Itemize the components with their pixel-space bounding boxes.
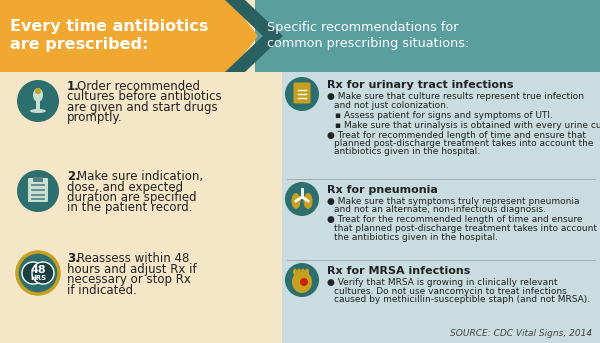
Text: and not just colonization.: and not just colonization. [334,100,449,109]
Text: planned post-discharge treatment takes into account the: planned post-discharge treatment takes i… [334,139,593,148]
Ellipse shape [304,193,313,209]
Text: promptly.: promptly. [67,111,122,125]
Ellipse shape [293,269,297,275]
Text: ● Treat for the recommended length of time and ensure: ● Treat for the recommended length of ti… [327,215,583,225]
Text: ● Make sure that culture results represent true infection: ● Make sure that culture results represe… [327,92,584,101]
Text: Every time antibiotics
are prescribed:: Every time antibiotics are prescribed: [10,20,208,52]
Text: ▪ Assess patient for signs and symptoms of UTI.: ▪ Assess patient for signs and symptoms … [335,110,553,119]
Bar [255,0,600,72]
Text: Rx for urinary tract infections: Rx for urinary tract infections [327,80,514,90]
Ellipse shape [292,271,312,293]
Text: ● Make sure that symptoms truly represent pneumonia: ● Make sure that symptoms truly represen… [327,197,580,206]
Text: caused by methicillin-susceptible staph (and not MRSA).: caused by methicillin-susceptible staph … [334,295,590,304]
FancyBboxPatch shape [293,83,311,104]
Text: 48: 48 [30,265,46,275]
Text: 1.: 1. [67,80,80,93]
Circle shape [35,88,41,94]
Bar [0,0,282,343]
Text: that planned post-discharge treatment takes into account: that planned post-discharge treatment ta… [334,224,597,233]
Circle shape [22,262,44,284]
Text: antibiotics given in the hospital.: antibiotics given in the hospital. [334,147,480,156]
Text: Order recommended: Order recommended [77,80,200,93]
Text: ● Treat for recommended length of time and ensure that: ● Treat for recommended length of time a… [327,130,586,140]
Bar [36,99,40,111]
Circle shape [285,77,319,111]
FancyBboxPatch shape [28,178,48,202]
Text: the antibiotics given in the hospital.: the antibiotics given in the hospital. [334,233,498,241]
Circle shape [17,80,59,122]
Text: hours and adjust Rx if: hours and adjust Rx if [67,262,197,275]
Circle shape [285,263,319,297]
Polygon shape [225,0,283,72]
Text: Make sure indication,: Make sure indication, [77,170,203,183]
Text: 3.: 3. [67,252,80,265]
Polygon shape [230,0,258,72]
Text: dose, and expected: dose, and expected [67,180,183,193]
Text: are given and start drugs: are given and start drugs [67,101,218,114]
Text: ● Verify that MRSA is growing in clinically relevant: ● Verify that MRSA is growing in clinica… [327,278,557,287]
Text: in the patient record.: in the patient record. [67,201,193,214]
Ellipse shape [301,269,305,275]
Bar [33,177,43,182]
Text: necessary or stop Rx: necessary or stop Rx [67,273,191,286]
Text: cultures before antibiotics: cultures before antibiotics [67,91,221,104]
Bar [282,0,600,343]
Text: HRS: HRS [30,275,46,281]
Ellipse shape [33,88,43,102]
Circle shape [17,252,59,294]
Ellipse shape [30,109,46,113]
Circle shape [32,262,54,284]
Text: Reassess within 48: Reassess within 48 [77,252,190,265]
Text: Rx for MRSA infections: Rx for MRSA infections [327,266,470,276]
Text: duration are specified: duration are specified [67,191,197,204]
Text: 2.: 2. [67,170,80,183]
Text: cultures. Do not use vancomycin to treat infections: cultures. Do not use vancomycin to treat… [334,286,567,296]
Ellipse shape [297,269,301,275]
Text: ▪ Make sure that urinalysis is obtained with every urine culture.: ▪ Make sure that urinalysis is obtained … [335,120,600,130]
Text: Specific recommendations for
common prescribing situations:: Specific recommendations for common pres… [267,22,469,50]
Circle shape [300,278,308,286]
Text: and not an alternate, non-infectious diagnosis.: and not an alternate, non-infectious dia… [334,205,546,214]
Ellipse shape [292,193,301,209]
Bar [0,0,230,72]
Ellipse shape [305,269,309,275]
Circle shape [17,170,59,212]
Text: Rx for pneumonia: Rx for pneumonia [327,185,438,195]
Text: if indicated.: if indicated. [67,284,137,296]
Text: SOURCE: CDC Vital Signs, 2014: SOURCE: CDC Vital Signs, 2014 [450,329,592,338]
Circle shape [285,182,319,216]
